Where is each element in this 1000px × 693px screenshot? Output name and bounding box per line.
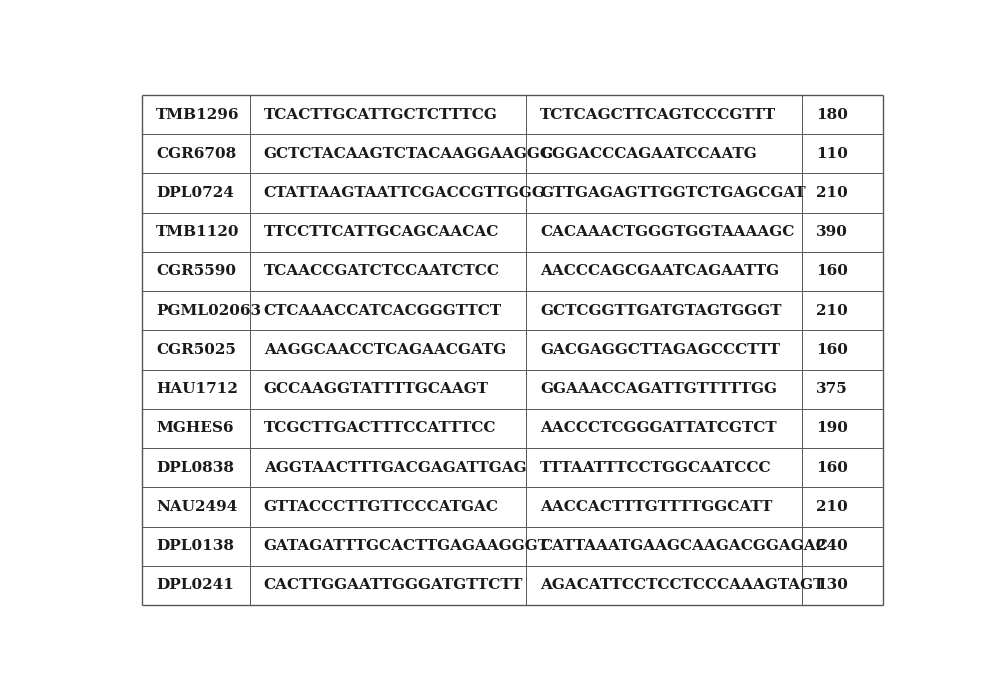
Text: TMB1120: TMB1120	[156, 225, 240, 239]
Text: CTATTAAGTAATTCGACCGTTGGG: CTATTAAGTAATTCGACCGTTGGG	[264, 186, 546, 200]
Text: DPL0138: DPL0138	[156, 539, 234, 553]
Text: MGHES6: MGHES6	[156, 421, 234, 435]
Text: CGR5025: CGR5025	[156, 343, 236, 357]
Text: GTTACCCTTGTTCCCATGAC: GTTACCCTTGTTCCCATGAC	[264, 500, 499, 514]
Text: 110: 110	[816, 147, 848, 161]
Text: 160: 160	[816, 343, 848, 357]
Text: GACGAGGCTTAGAGCCCTTT: GACGAGGCTTAGAGCCCTTT	[540, 343, 780, 357]
Text: TCGCTTGACTTTCCATTTCC: TCGCTTGACTTTCCATTTCC	[264, 421, 496, 435]
Text: AGGTAACTTTGACGAGATTGAG: AGGTAACTTTGACGAGATTGAG	[264, 461, 526, 475]
Text: CACAAACTGGGTGGTAAAAGC: CACAAACTGGGTGGTAAAAGC	[540, 225, 794, 239]
Text: DPL0241: DPL0241	[156, 579, 234, 593]
Text: 240: 240	[816, 539, 848, 553]
Text: 130: 130	[816, 579, 848, 593]
Text: GGAAACCAGATTGTTTTTGG: GGAAACCAGATTGTTTTTGG	[540, 383, 777, 396]
Text: CGR5590: CGR5590	[156, 265, 236, 279]
Text: AACCCTCGGGATTATCGTCT: AACCCTCGGGATTATCGTCT	[540, 421, 777, 435]
Text: AAGGCAACCTCAGAACGATG: AAGGCAACCTCAGAACGATG	[264, 343, 506, 357]
Text: DPL0838: DPL0838	[156, 461, 234, 475]
Text: 160: 160	[816, 461, 848, 475]
Text: GCTCGGTTGATGTAGTGGGT: GCTCGGTTGATGTAGTGGGT	[540, 304, 781, 317]
Text: CATTAAATGAAGCAAGACGGAGAC: CATTAAATGAAGCAAGACGGAGAC	[540, 539, 828, 553]
Text: GTTGAGAGTTGGTCTGAGCGAT: GTTGAGAGTTGGTCTGAGCGAT	[540, 186, 806, 200]
Text: TCAACCGATCTCCAATCTCC: TCAACCGATCTCCAATCTCC	[264, 265, 500, 279]
Text: 160: 160	[816, 265, 848, 279]
Text: DPL0724: DPL0724	[156, 186, 234, 200]
Text: TMB1296: TMB1296	[156, 107, 240, 121]
Text: GCCAAGGTATTTTGCAAGT: GCCAAGGTATTTTGCAAGT	[264, 383, 489, 396]
Text: 375: 375	[816, 383, 848, 396]
Text: TCTCAGCTTCAGTCCCGTTT: TCTCAGCTTCAGTCCCGTTT	[540, 107, 776, 121]
Text: HAU1712: HAU1712	[156, 383, 238, 396]
Text: 180: 180	[816, 107, 848, 121]
Text: CGR6708: CGR6708	[156, 147, 236, 161]
Text: 210: 210	[816, 186, 848, 200]
Text: TCACTTGCATTGCTCTTTCG: TCACTTGCATTGCTCTTTCG	[264, 107, 498, 121]
Text: CGGACCCAGAATCCAATG: CGGACCCAGAATCCAATG	[540, 147, 757, 161]
Text: GATAGATTTGCACTTGAGAAGGGT: GATAGATTTGCACTTGAGAAGGGT	[264, 539, 550, 553]
Text: GCTCTACAAGTCTACAAGGAAGGG: GCTCTACAAGTCTACAAGGAAGGG	[264, 147, 554, 161]
Text: 390: 390	[816, 225, 848, 239]
Text: 210: 210	[816, 304, 848, 317]
Text: PGML02063: PGML02063	[156, 304, 261, 317]
Text: 190: 190	[816, 421, 848, 435]
Text: AACCACTTTGTTTTGGCATT: AACCACTTTGTTTTGGCATT	[540, 500, 772, 514]
Text: 210: 210	[816, 500, 848, 514]
Text: NAU2494: NAU2494	[156, 500, 237, 514]
Text: CTCAAACCATCACGGGTTCT: CTCAAACCATCACGGGTTCT	[264, 304, 502, 317]
Text: TTTAATTTCCTGGCAATCCC: TTTAATTTCCTGGCAATCCC	[540, 461, 772, 475]
Text: TTCCTTCATTGCAGCAACAC: TTCCTTCATTGCAGCAACAC	[264, 225, 499, 239]
Text: AACCCAGCGAATCAGAATTG: AACCCAGCGAATCAGAATTG	[540, 265, 779, 279]
Text: AGACATTCCTCCTCCCAAAGTAGT: AGACATTCCTCCTCCCAAAGTAGT	[540, 579, 824, 593]
Text: CACTTGGAATTGGGATGTTCTT: CACTTGGAATTGGGATGTTCTT	[264, 579, 523, 593]
